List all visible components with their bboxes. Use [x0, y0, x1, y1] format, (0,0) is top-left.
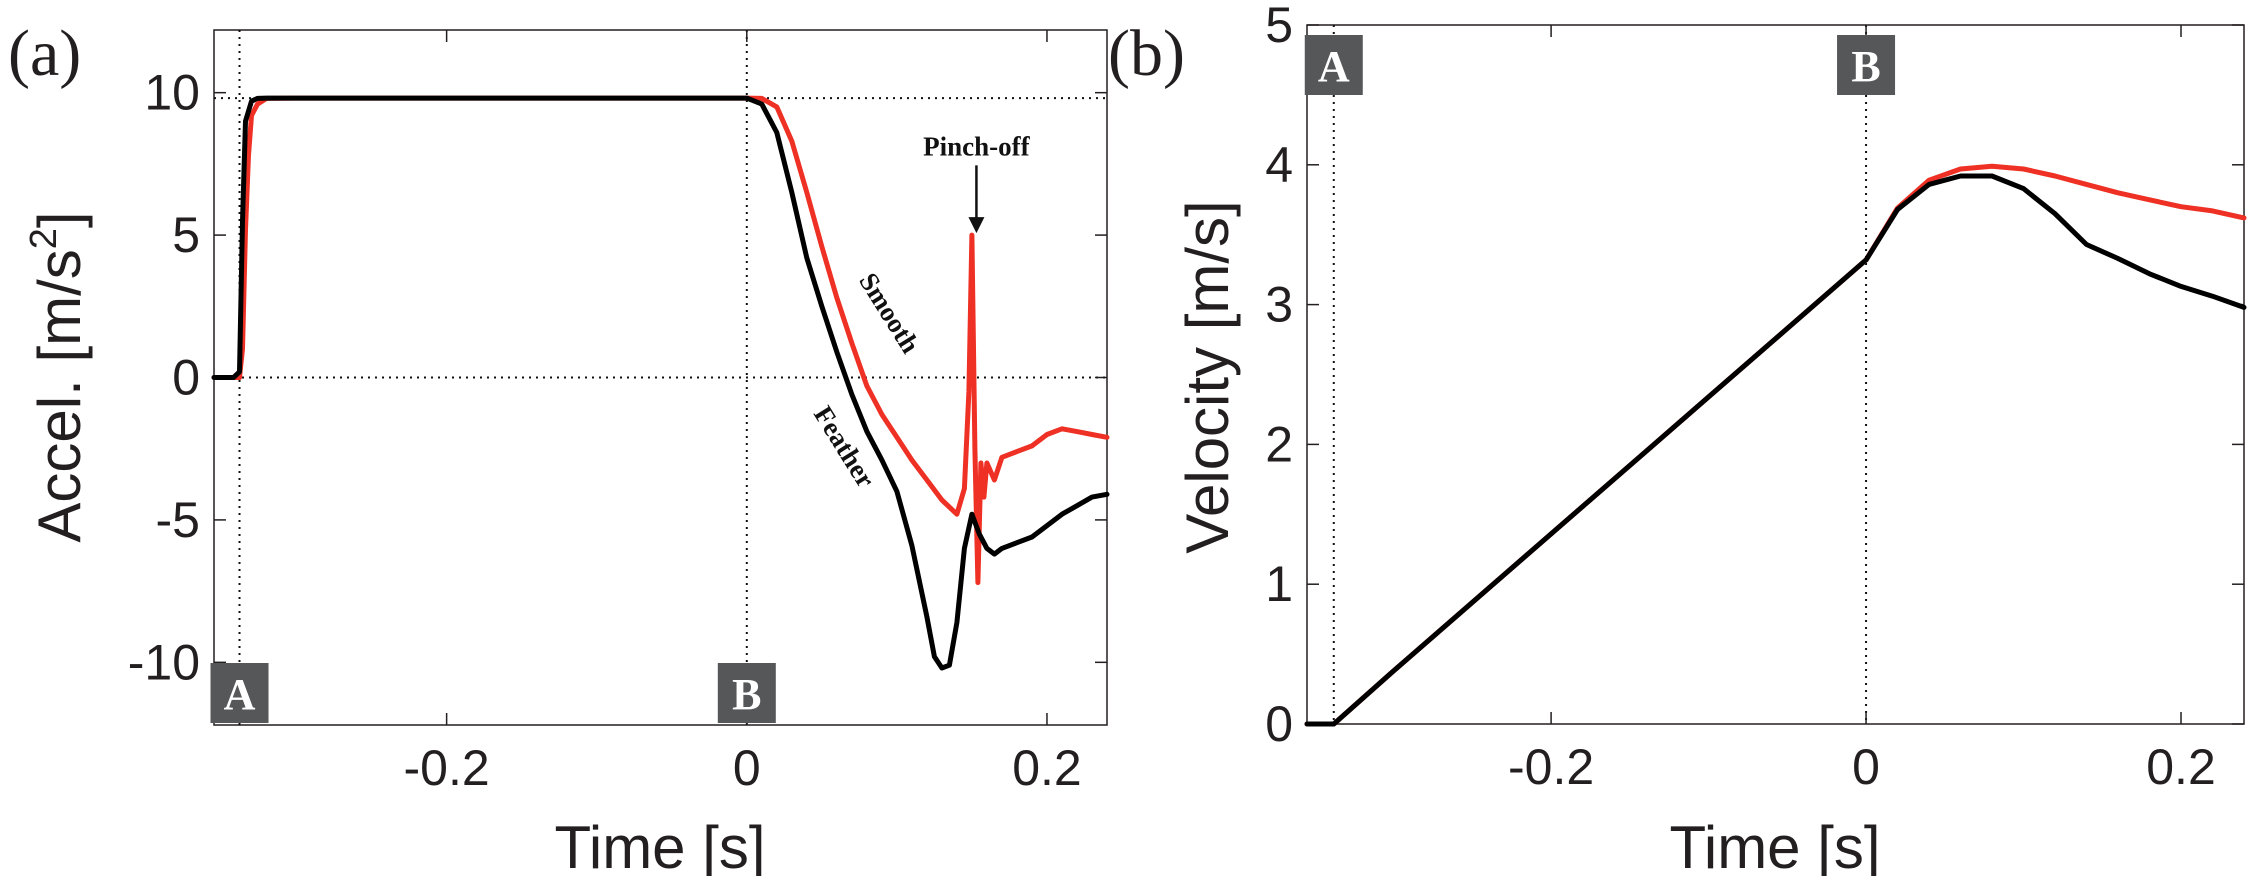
y-tick-label: 1: [1265, 556, 1293, 612]
y-tick-label: 0: [1265, 696, 1293, 752]
x-tick-label: 0: [1852, 739, 1880, 795]
panel-b-ticks: -0.2 0 0.2 0 1 2 3 4 5: [1265, 0, 2244, 795]
event-box-label: B: [732, 670, 761, 719]
y-tick-label: 10: [144, 65, 200, 121]
x-tick-label: -0.2: [1508, 739, 1594, 795]
x-tick-label: 0.2: [1012, 740, 1082, 796]
panel-a-y-axis-title-main: Accel. [m/s: [26, 249, 93, 542]
panel-a-ticks: -0.2 0 0.2 -10 -5 0 5 10: [128, 30, 1107, 796]
panel-b-reference-lines: [1332, 25, 1868, 724]
x-tick-label: 0: [733, 740, 761, 796]
annotation-pinch-off: Pinch-off: [923, 131, 1030, 161]
panel-b-plot-frame: [1306, 24, 2245, 725]
y-tick-label: -10: [128, 634, 200, 690]
panel-a-label: (a): [8, 17, 81, 90]
y-tick-label: 5: [172, 207, 200, 263]
event-box-a: [210, 663, 269, 723]
y-tick-label: 4: [1265, 137, 1293, 193]
panel-a-series: [211, 95, 1110, 671]
panel-b-x-axis-title: Time [s]: [1669, 814, 1880, 876]
panel-a-x-axis-title: Time [s]: [554, 814, 765, 876]
series-line-smooth: [211, 95, 1110, 586]
event-box-b: [717, 663, 776, 723]
event-box-label: B: [1851, 42, 1880, 91]
annotation-arrow-head: [968, 217, 985, 234]
y-tick-label: 3: [1265, 277, 1293, 333]
event-box-b: [1837, 35, 1896, 95]
annotation-feather: Feather: [808, 401, 881, 493]
event-box-label: A: [224, 670, 256, 719]
y-tick-label: 5: [1265, 0, 1293, 53]
series-line-feather: [211, 95, 1110, 671]
series-line-feather: [1304, 173, 2247, 727]
x-tick-label: -0.2: [404, 740, 490, 796]
event-box-label: A: [1318, 42, 1350, 91]
annotation-smooth: Smooth: [853, 267, 925, 358]
panel-a-y-axis-title-superscript: 2: [23, 228, 65, 249]
panel-b-label: (b): [1108, 17, 1185, 90]
panel-a-y-axis-title: Accel. [m/s2]: [23, 211, 93, 542]
x-tick-label: 0.2: [2146, 739, 2216, 795]
panel-a-y-axis-title-end: ]: [26, 211, 93, 228]
event-box-a: [1304, 35, 1363, 95]
panel-b-y-axis-title: Velocity [m/s]: [1174, 200, 1241, 553]
y-tick-label: -5: [156, 492, 200, 548]
panel-b-series: [1304, 163, 2247, 727]
y-tick-label: 2: [1265, 416, 1293, 472]
y-tick-label: 0: [172, 350, 200, 406]
